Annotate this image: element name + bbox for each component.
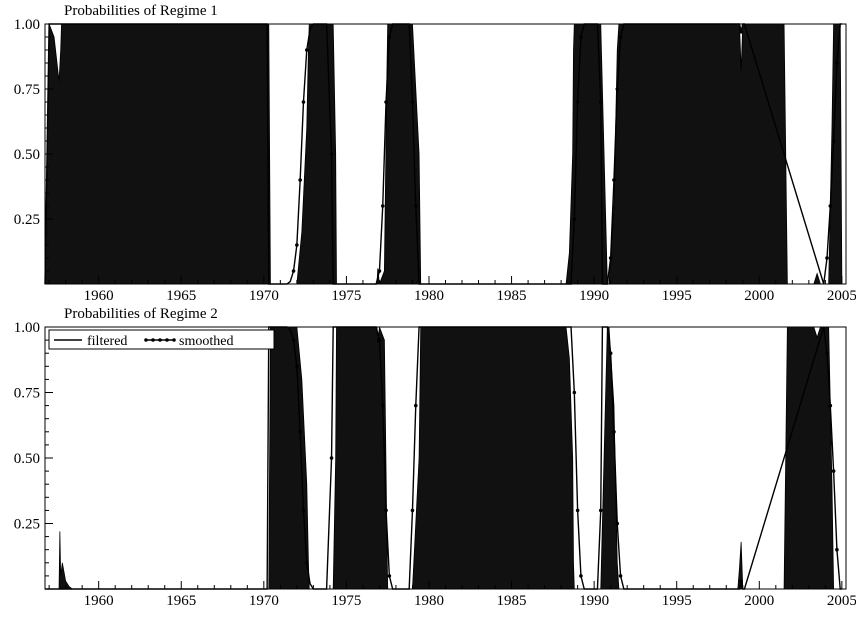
panel-2-smoothed-point	[384, 508, 388, 513]
panel-2-smoothed-point	[612, 430, 616, 434]
panel-1-y-tick-label: 1.00	[14, 17, 40, 33]
panel-1-x-tick-label: 1990	[579, 288, 609, 304]
legend-swatch-dot	[165, 338, 169, 342]
panel-2-smoothed-point	[598, 508, 603, 513]
panel-1-smoothed-point	[387, 35, 392, 39]
panel-2-smoothed-point	[825, 351, 829, 356]
panel-2-smoothed-point	[615, 521, 620, 526]
panel-1-smoothed-point	[413, 204, 418, 208]
panel-1-x-tick-label: 1985	[497, 288, 527, 304]
panel-2-smoothed-point	[572, 390, 577, 395]
panel-1-smoothed-point	[377, 269, 382, 273]
panel-1-smoothed-point	[579, 35, 583, 39]
panel-1-smoothed-point	[295, 243, 299, 247]
panel-1-smoothed-point	[298, 178, 302, 182]
panel-2-series-filtered	[45, 326, 842, 590]
panel-2-y-tick-label: 0.50	[14, 451, 40, 467]
panel-1-smoothed-point	[575, 100, 580, 104]
panel-2-smoothed-point	[301, 508, 306, 513]
panel-2-smoothed-point	[329, 456, 334, 460]
panel-1-y-tick-label: 0.50	[14, 147, 40, 163]
panel-1-x-tick-label: 2005	[827, 288, 856, 304]
panel-1-smoothed-point	[828, 204, 833, 208]
panel-2-smoothed-point	[413, 403, 418, 408]
panel-1-x-tick-label: 1995	[662, 288, 692, 304]
panel-2-smoothed-point	[579, 574, 583, 578]
panel-1-smoothed-point	[572, 217, 577, 221]
panel-1-smoothed-point	[615, 87, 620, 91]
panel-2-smoothed-point	[739, 579, 743, 583]
panel-2-title: Probabilities of Regime 2	[64, 306, 218, 322]
panel-1-smoothed-point	[410, 100, 415, 104]
legend-swatch-dot	[172, 338, 176, 342]
panel-2-smoothed-point	[831, 469, 836, 473]
panel-1-series-smoothed	[44, 23, 842, 285]
panel-2-smoothed-point	[410, 508, 415, 513]
panel-1: 1960 1965 1970 1975 1980 1985 1990 1995 2000 2005…	[14, 3, 856, 304]
panel-1-x-tick-label: 1960	[84, 288, 114, 304]
panel-2-smoothed-point	[608, 351, 613, 356]
panel-1-smoothed-point	[291, 269, 296, 273]
panel-2-x-tick-label: 1965	[166, 593, 196, 609]
legend-swatch-dot	[151, 338, 155, 342]
panel-1-title: Probabilities of Regime 1	[64, 3, 218, 19]
panel-1-smoothed-point	[831, 139, 836, 143]
legend: filtered smoothed	[48, 329, 275, 350]
panel-1-smoothed-point	[739, 30, 743, 34]
panel-1-y-tick-label: 0.25	[14, 212, 40, 228]
panel-2-x-tick-label: 1975	[331, 593, 361, 609]
panel-2-y-tick-label: 0.75	[14, 386, 40, 402]
panel-2-x-tick-label: 2005	[827, 593, 856, 609]
panel-2-x-tick-label: 1990	[579, 593, 609, 609]
panel-1-x-tick-label: 1980	[414, 288, 444, 304]
panel-2-x-tick-label: 1960	[84, 593, 114, 609]
panel-1-smoothed-point	[380, 204, 385, 208]
panel-2-smoothed-point	[304, 561, 309, 565]
panel-2-smoothed-point	[295, 364, 299, 369]
panel-1-series-filtered	[44, 23, 843, 285]
panel-2-smoothed-point	[387, 574, 392, 578]
panel-2-y-tick-label: 0.25	[14, 517, 40, 533]
panel-1-smoothed-point	[608, 256, 613, 260]
panel-1-smoothed-point	[384, 100, 388, 104]
panel-1-smoothed-point	[835, 61, 839, 65]
panel-1-smoothed-point	[618, 35, 623, 39]
panel-1-x-tick-label: 1970	[249, 288, 279, 304]
panel-2-x-tick-label: 1995	[662, 593, 692, 609]
panel-1-y-tick-label: 0.75	[14, 82, 40, 98]
legend-label-filtered: filtered	[87, 334, 127, 349]
panel-1-smoothed-point	[825, 256, 829, 260]
panel-2-x-tick-label: 1970	[249, 593, 279, 609]
panel-2-x-tick-label: 1980	[414, 593, 444, 609]
panel-1-x-tick-label: 1965	[166, 288, 196, 304]
panel-1-smoothed-point	[612, 178, 616, 182]
panel-2: 1960 1965 1970 1975 1980 1985 1990 1995 2000 2005…	[14, 306, 856, 609]
panel-1-x-tick-label: 1975	[331, 288, 361, 304]
legend-label-smoothed: smoothed	[179, 334, 233, 349]
panel-1-x-tick-label: 2000	[744, 288, 774, 304]
panel-2-smoothed-point	[828, 403, 833, 408]
panel-2-smoothed-point	[835, 547, 839, 552]
panel-2-smoothed-point	[380, 403, 385, 408]
panel-2-smoothed-point	[291, 338, 296, 342]
legend-swatch-dot	[158, 338, 162, 342]
panel-1-smoothed-point	[598, 100, 603, 104]
panel-1-smoothed-point	[329, 152, 334, 156]
panel-2-smoothed-point	[298, 430, 302, 434]
panel-2-x-tick-label: 1985	[497, 593, 527, 609]
panel-2-x-tick-label: 2000	[744, 593, 774, 609]
legend-swatch-dot	[144, 338, 148, 342]
panel-2-smoothed-point	[618, 574, 623, 578]
panel-1-smoothed-point	[301, 100, 306, 104]
panel-2-smoothed-point	[575, 508, 580, 513]
panel-1-smoothed-point	[304, 48, 309, 52]
panel-2-y-tick-label: 1.00	[14, 320, 40, 336]
panel-2-smoothed-point	[377, 338, 382, 342]
